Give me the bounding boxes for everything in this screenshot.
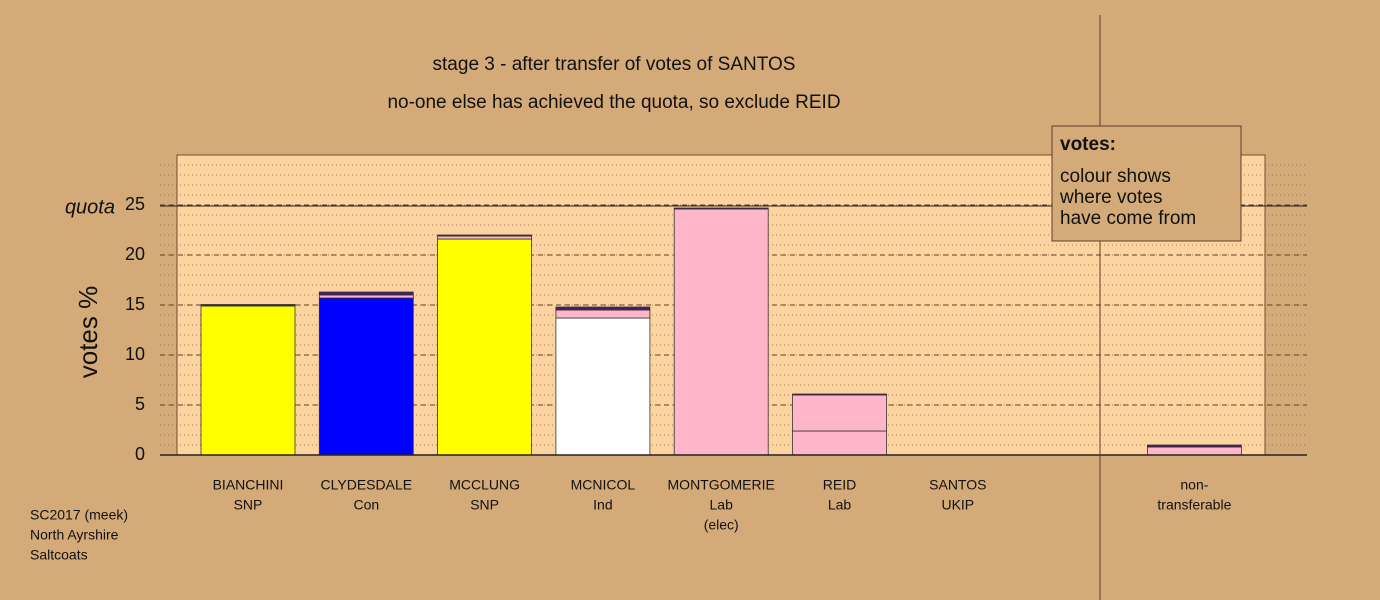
bar-segment [200,304,296,307]
bar-segment [437,234,533,237]
footnote: SC2017 (meek) [30,507,128,523]
y-tick-label: 25 [125,194,145,214]
x-tick-label: Lab [828,497,852,513]
bar-segment [555,317,651,456]
y-tick-label: 5 [135,394,145,414]
y-tick-label: 10 [125,344,145,364]
y-tick-label: 20 [125,244,145,264]
bar-segment [673,208,769,456]
x-tick-label: CLYDESDALE [321,477,413,493]
x-tick-label: MCNICOL [571,477,636,493]
bar-segment [792,430,887,456]
legend-text: where votes [1059,187,1162,208]
x-tick-label: MCCLUNG [449,477,520,493]
bar-segment [200,305,296,456]
chart-subtitle: no-one else has achieved the quota, so e… [387,92,840,113]
footnote: North Ayrshire [30,527,119,543]
x-tick-label: SANTOS [929,477,986,493]
chart-title: stage 3 - after transfer of votes of SAN… [433,54,796,75]
y-tick-label: 0 [135,444,145,464]
footnote: Saltcoats [30,547,88,563]
x-tick-label: REID [823,477,856,493]
bar-segment [792,393,887,396]
x-tick-label: (elec) [704,517,739,533]
legend-text: colour shows [1060,166,1171,187]
bar-segment [555,309,651,319]
bar-segment [437,238,533,456]
legend-box [1051,125,1242,242]
bar-segment [437,235,533,240]
bar-segment [1147,444,1242,448]
x-tick-label: Con [353,497,379,513]
x-tick-label: MONTGOMERIE [668,477,775,493]
y-tick-label: 15 [125,294,145,314]
bar-segment [792,394,887,432]
x-tick-label: BIANCHINI [213,477,284,493]
x-tick-label: SNP [234,497,263,513]
legend-text: have come from [1060,208,1196,229]
bar-segment [318,291,414,296]
bar-segment [318,297,414,456]
bar-segment [318,294,414,299]
y-axis-label: votes % [73,286,103,379]
x-tick-label: UKIP [941,497,974,513]
quota-label: quota [65,196,115,218]
x-tick-label: Ind [593,497,612,513]
bar-segment [673,207,769,210]
x-tick-label: Lab [710,497,734,513]
legend-title: votes: [1060,134,1116,155]
bar-segment [555,306,651,311]
bar-segment [1147,446,1242,456]
x-tick-label: transferable [1157,497,1231,513]
x-tick-label: non- [1180,477,1208,493]
x-tick-label: SNP [470,497,499,513]
